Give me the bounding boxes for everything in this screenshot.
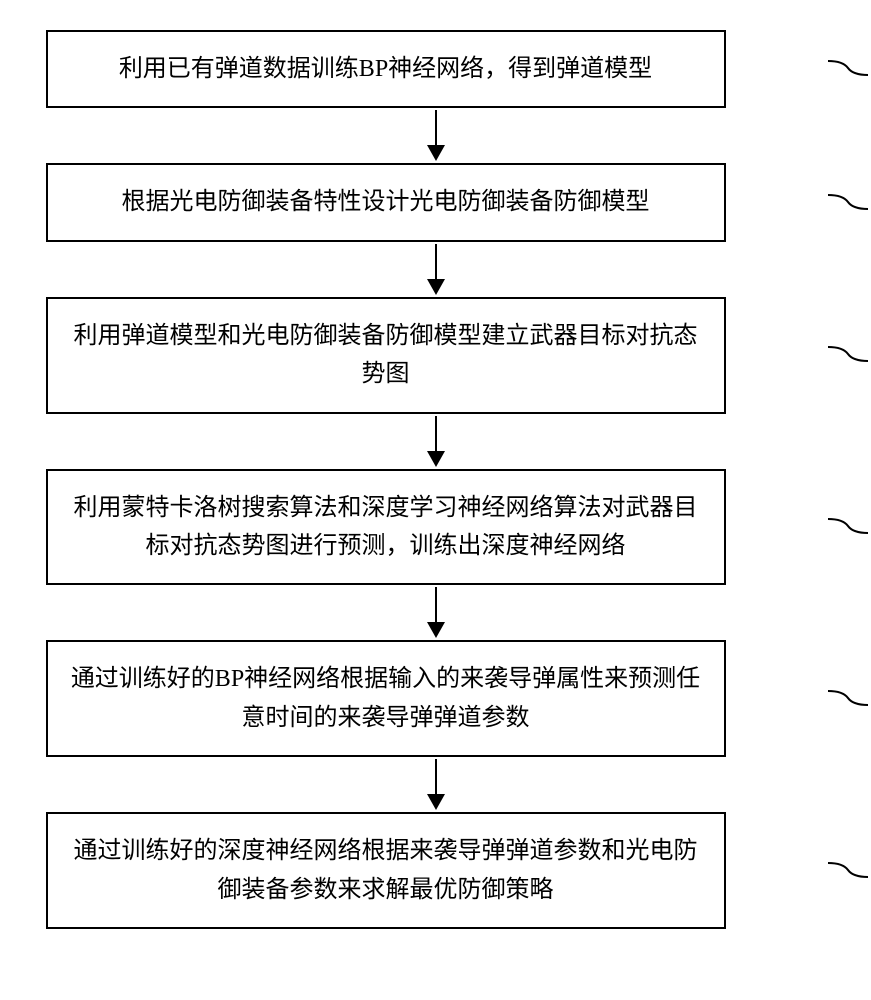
- step-wrapper-1: 利用已有弹道数据训练BP神经网络，得到弹道模型 S101: [46, 30, 826, 108]
- arrow-3: [427, 414, 445, 469]
- step-box-6: 通过训练好的深度神经网络根据来袭导弹弹道参数和光电防御装备参数来求解最优防御策略: [46, 812, 726, 929]
- arrow-4: [427, 585, 445, 640]
- step-label-connector-1: S101: [833, 56, 871, 82]
- step-box-1: 利用已有弹道数据训练BP神经网络，得到弹道模型: [46, 30, 726, 108]
- step-wrapper-2: 根据光电防御装备特性设计光电防御装备防御模型 S102: [46, 163, 826, 241]
- arrow-2: [427, 242, 445, 297]
- connector-curve-icon: [833, 68, 868, 70]
- step-wrapper-5: 通过训练好的BP神经网络根据输入的来袭导弹属性来预测任意时间的来袭导弹弹道参数 …: [46, 640, 826, 757]
- step-text-5: 通过训练好的BP神经网络根据输入的来袭导弹属性来预测任意时间的来袭导弹弹道参数: [68, 660, 704, 737]
- step-label-connector-4: S104: [833, 514, 871, 540]
- step-text-3: 利用弹道模型和光电防御装备防御模型建立武器目标对抗态势图: [68, 317, 704, 394]
- step-text-2: 根据光电防御装备特性设计光电防御装备防御模型: [122, 183, 650, 221]
- arrow-line-icon: [435, 416, 437, 451]
- flowchart-container: 利用已有弹道数据训练BP神经网络，得到弹道模型 S101 根据光电防御装备特性设…: [46, 30, 826, 929]
- arrow-1: [427, 108, 445, 163]
- step-wrapper-6: 通过训练好的深度神经网络根据来袭导弹弹道参数和光电防御装备参数来求解最优防御策略…: [46, 812, 826, 929]
- step-text-1: 利用已有弹道数据训练BP神经网络，得到弹道模型: [119, 50, 652, 88]
- arrow-line-icon: [435, 759, 437, 794]
- step-box-4: 利用蒙特卡洛树搜索算法和深度学习神经网络算法对武器目标对抗态势图进行预测，训练出…: [46, 469, 726, 586]
- arrow-head-icon: [427, 145, 445, 161]
- step-wrapper-3: 利用弹道模型和光电防御装备防御模型建立武器目标对抗态势图 S103: [46, 297, 826, 414]
- arrow-line-icon: [435, 110, 437, 145]
- arrow-line-icon: [435, 587, 437, 622]
- step-box-2: 根据光电防御装备特性设计光电防御装备防御模型: [46, 163, 726, 241]
- connector-curve-icon: [833, 354, 868, 356]
- connector-curve-icon: [833, 526, 868, 528]
- step-box-3: 利用弹道模型和光电防御装备防御模型建立武器目标对抗态势图: [46, 297, 726, 414]
- step-label-connector-2: S102: [833, 190, 871, 216]
- step-label-connector-6: S106: [833, 858, 871, 884]
- arrow-head-icon: [427, 622, 445, 638]
- connector-curve-icon: [833, 202, 868, 204]
- step-text-6: 通过训练好的深度神经网络根据来袭导弹弹道参数和光电防御装备参数来求解最优防御策略: [68, 832, 704, 909]
- step-label-connector-3: S103: [833, 342, 871, 368]
- arrow-head-icon: [427, 451, 445, 467]
- arrow-line-icon: [435, 244, 437, 279]
- step-text-4: 利用蒙特卡洛树搜索算法和深度学习神经网络算法对武器目标对抗态势图进行预测，训练出…: [68, 489, 704, 566]
- connector-curve-icon: [833, 870, 868, 872]
- step-box-5: 通过训练好的BP神经网络根据输入的来袭导弹属性来预测任意时间的来袭导弹弹道参数: [46, 640, 726, 757]
- arrow-head-icon: [427, 794, 445, 810]
- arrow-5: [427, 757, 445, 812]
- step-wrapper-4: 利用蒙特卡洛树搜索算法和深度学习神经网络算法对武器目标对抗态势图进行预测，训练出…: [46, 469, 826, 586]
- step-label-connector-5: S105: [833, 686, 871, 712]
- arrow-head-icon: [427, 279, 445, 295]
- connector-curve-icon: [833, 698, 868, 700]
